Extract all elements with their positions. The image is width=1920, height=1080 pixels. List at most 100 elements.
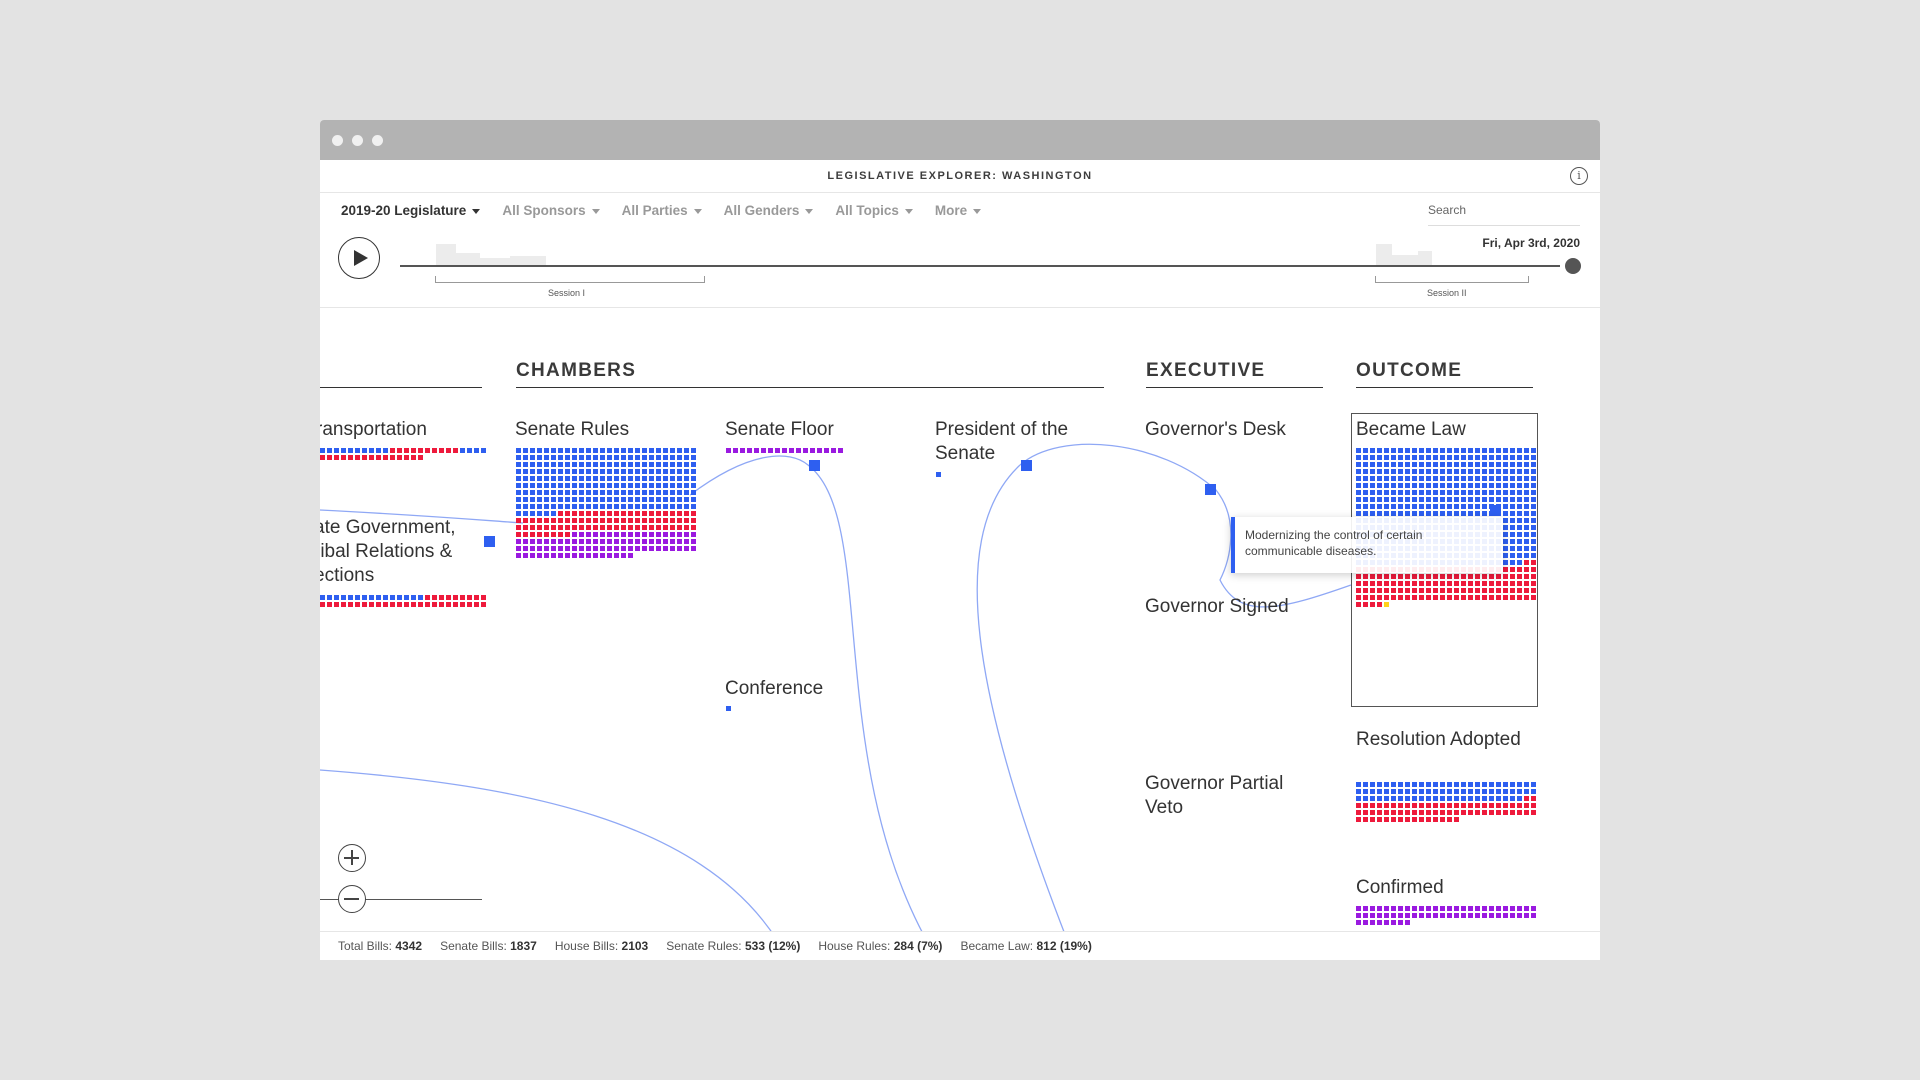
zoom-slider-track[interactable]	[320, 899, 482, 900]
bill-square	[404, 448, 409, 453]
bill-grid-transportation[interactable]	[320, 448, 488, 462]
bill-square	[1475, 595, 1480, 600]
bill-square	[1384, 469, 1389, 474]
filter-legislature[interactable]: 2019-20 Legislature	[341, 203, 481, 223]
bill-square	[663, 455, 668, 460]
bill-square	[1356, 448, 1361, 453]
bill-square	[621, 525, 626, 530]
bill-square	[1531, 803, 1536, 808]
timeline-handle[interactable]	[1565, 258, 1581, 274]
bill-square	[1496, 588, 1501, 593]
bill-square	[1489, 462, 1494, 467]
bill-square	[607, 455, 612, 460]
bill-square	[733, 448, 738, 453]
bill-square	[1531, 483, 1536, 488]
bill-square	[397, 455, 402, 460]
bill-square	[1363, 810, 1368, 815]
bill-square	[1482, 574, 1487, 579]
bill-square	[1468, 574, 1473, 579]
play-button[interactable]	[338, 237, 380, 279]
bill-square	[1391, 497, 1396, 502]
bill-square	[691, 476, 696, 481]
bill-square	[1377, 497, 1382, 502]
filter-topics[interactable]: All Topics	[835, 203, 913, 223]
bill-square	[649, 497, 654, 502]
bill-square	[677, 525, 682, 530]
bill-square	[1517, 789, 1522, 794]
filter-parties[interactable]: All Parties	[622, 203, 702, 223]
bill-square	[1440, 455, 1445, 460]
bill-square	[691, 546, 696, 551]
bill-square	[1405, 497, 1410, 502]
bill-square	[558, 518, 563, 523]
stage-label-governor-partial-veto: Governor Partial Veto	[1145, 773, 1284, 818]
bill-square	[1468, 448, 1473, 453]
bill-square	[1510, 462, 1515, 467]
zoom-in-button[interactable]	[338, 844, 366, 872]
bill-square	[1517, 588, 1522, 593]
bill-square	[1510, 490, 1515, 495]
window-minimize-dot[interactable]	[352, 135, 363, 146]
bill-square	[1454, 913, 1459, 918]
bill-square	[677, 469, 682, 474]
bill-square	[558, 455, 563, 460]
bill-square	[516, 448, 521, 453]
info-icon[interactable]: i	[1570, 167, 1588, 185]
bill-square	[579, 553, 584, 558]
bill-square	[621, 462, 626, 467]
bill-square	[1356, 462, 1361, 467]
bill-square	[1433, 497, 1438, 502]
bill-square	[516, 455, 521, 460]
bill-square	[586, 504, 591, 509]
bill-square	[670, 462, 675, 467]
bill-square	[355, 448, 360, 453]
bill-square	[516, 469, 521, 474]
bill-grid-confirmed[interactable]	[1356, 906, 1538, 927]
bill-grid-president-senate[interactable]	[936, 472, 946, 479]
bill-square	[530, 518, 535, 523]
bill-grid-state-government[interactable]	[320, 595, 488, 609]
bill-square	[1377, 490, 1382, 495]
session-bracket	[435, 276, 705, 283]
search-input[interactable]: Search	[1428, 203, 1580, 226]
bill-square	[1482, 803, 1487, 808]
bill-square	[1384, 602, 1389, 607]
bill-square	[600, 469, 605, 474]
bill-square	[348, 595, 353, 600]
bill-square	[1517, 560, 1522, 565]
bill-square	[691, 518, 696, 523]
bill-square	[649, 455, 654, 460]
filter-sponsors[interactable]: All Sponsors	[502, 203, 600, 223]
bill-square	[411, 595, 416, 600]
bill-square	[551, 553, 556, 558]
filter-genders[interactable]: All Genders	[724, 203, 814, 223]
stat-label: Senate Rules:	[666, 939, 742, 953]
bill-grid-senate-floor[interactable]	[726, 448, 880, 455]
window-close-dot[interactable]	[332, 135, 343, 146]
bill-square	[1531, 906, 1536, 911]
bill-square	[558, 490, 563, 495]
zoom-out-button[interactable]	[338, 885, 366, 913]
window-maximize-dot[interactable]	[372, 135, 383, 146]
bill-grid-senate-rules[interactable]	[516, 448, 698, 560]
bill-square	[1405, 483, 1410, 488]
bill-square	[544, 455, 549, 460]
filter-more[interactable]: More	[935, 203, 982, 223]
stat-value: 4342	[395, 939, 423, 953]
bill-square	[1398, 595, 1403, 600]
bill-square	[376, 448, 381, 453]
bill-square	[1489, 906, 1494, 911]
bill-square	[551, 483, 556, 488]
bill-grid-conference[interactable]	[726, 706, 736, 713]
bill-square	[1426, 581, 1431, 586]
bill-square	[670, 469, 675, 474]
bill-square	[663, 462, 668, 467]
bill-square	[1447, 483, 1452, 488]
bill-square	[1461, 455, 1466, 460]
bill-square	[642, 518, 647, 523]
bill-square	[1468, 796, 1473, 801]
timeline-track[interactable]	[400, 265, 1560, 267]
bill-square	[649, 511, 654, 516]
bill-grid-resolution-adopted[interactable]	[1356, 782, 1538, 824]
bill-square	[1405, 581, 1410, 586]
